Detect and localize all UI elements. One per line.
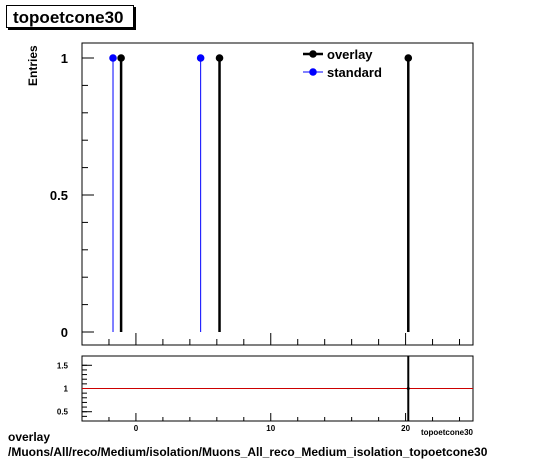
plot-title: topoetcone30 (6, 5, 134, 28)
y-tick-label: 1 (61, 51, 68, 66)
legend-marker-standard (309, 68, 317, 76)
ratio-x-tick-label: 20 (401, 424, 410, 433)
main-plot: 0 0.5 1 Entries overlay standard (26, 42, 474, 346)
y-axis-label: Entries (26, 45, 40, 86)
ratio-plot: 0.5 1 1.5 0 10 20 topoetcone30 (57, 355, 474, 437)
caption-line-1: overlay (8, 430, 51, 444)
main-plot-frame (81, 42, 474, 346)
ratio-y-tick-label: 1 (64, 385, 69, 394)
ratio-point (406, 387, 410, 390)
legend-marker-overlay (309, 50, 317, 58)
overlay-point (117, 54, 125, 62)
standard-point (196, 54, 205, 62)
legend-label-overlay: overlay (327, 47, 373, 62)
ratio-x-tick-label: 0 (134, 424, 139, 433)
standard-point (109, 54, 117, 62)
legend-label-standard: standard (327, 65, 382, 80)
caption-line-2: /Muons/All/reco/Medium/isolation/Muons_A… (8, 445, 488, 459)
legend: overlay standard (303, 47, 382, 80)
y-tick-label: 0 (61, 325, 68, 340)
x-axis-label: topoetcone30 (421, 428, 474, 437)
overlay-point (215, 54, 224, 62)
ratio-y-tick-label: 1.5 (57, 361, 69, 370)
overlay-point (404, 54, 413, 62)
ratio-y-tick-label: 0.5 (57, 408, 69, 417)
y-tick-label: 0.5 (50, 188, 68, 203)
ratio-x-tick-label: 10 (266, 424, 275, 433)
